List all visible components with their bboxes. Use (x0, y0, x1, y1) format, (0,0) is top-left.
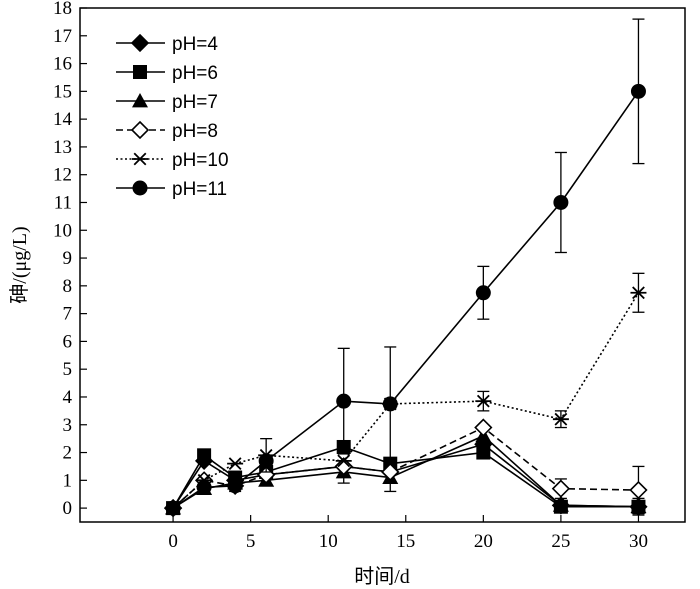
y-tick-label-12: 12 (53, 165, 72, 186)
legend-label-4: pH=10 (172, 150, 229, 171)
data-point-3-8 (629, 480, 648, 500)
legend-marker-5 (132, 180, 148, 196)
x-tick-label-20: 20 (474, 531, 493, 552)
y-tick-label-5: 5 (63, 359, 73, 380)
data-point-1-1 (197, 448, 212, 463)
legend-label-3: pH=8 (172, 121, 218, 142)
x-tick-label-15: 15 (396, 531, 415, 552)
data-point-3-6 (474, 418, 493, 437)
data-point-5-0 (165, 500, 181, 516)
data-point-4-7 (552, 412, 569, 426)
y-tick-label-11: 11 (54, 192, 72, 213)
data-point-2-7 (552, 497, 569, 512)
y-tick-label-14: 14 (53, 109, 73, 130)
data-point-4-6 (475, 394, 492, 408)
series-1 (166, 439, 646, 516)
y-tick-label-1: 1 (63, 470, 73, 491)
legend-label-0: pH=4 (172, 34, 218, 55)
data-point-5-1 (196, 479, 212, 495)
x-tick-label-30: 30 (629, 531, 648, 552)
y-tick-label-16: 16 (53, 54, 72, 75)
data-point-4-4 (335, 454, 352, 468)
y-tick-label-3: 3 (63, 415, 73, 436)
data-point-5-8 (630, 83, 646, 99)
legend-marker-0 (130, 33, 150, 53)
x-axis-label: 时间/d (354, 565, 410, 588)
data-point-3-5 (381, 462, 400, 482)
y-tick-label-9: 9 (63, 248, 73, 269)
data-point-5-2 (227, 478, 243, 494)
legend-marker-1 (133, 65, 147, 79)
legend-label-1: pH=6 (172, 63, 218, 84)
data-point-4-8 (630, 286, 647, 300)
data-point-5-4 (336, 393, 352, 409)
data-point-3-4 (334, 457, 353, 476)
series-line-3 (172, 426, 639, 509)
data-point-3-7 (551, 479, 571, 498)
x-tick-label-25: 25 (551, 531, 570, 552)
y-tick-label-13: 13 (53, 137, 72, 158)
x-tick-label-5: 5 (246, 531, 256, 552)
y-tick-label-4: 4 (63, 387, 73, 408)
legend: pH=4 pH=6 pH=7 pH=8 pH=10 pH=11 (116, 33, 229, 200)
y-tick-label-8: 8 (63, 276, 73, 297)
y-tick-label-18: 18 (53, 0, 72, 19)
series-line-4 (172, 292, 640, 509)
x-tick-label-0: 0 (168, 531, 178, 552)
series-line-1 (172, 446, 639, 509)
series-line-5 (172, 90, 640, 509)
data-point-4-2 (227, 457, 244, 471)
legend-marker-4 (132, 152, 148, 166)
y-tick-label-2: 2 (63, 443, 73, 464)
y-tick-label-7: 7 (63, 304, 73, 325)
data-point-1-6 (476, 445, 491, 460)
data-point-5-5 (382, 396, 398, 412)
plot-frame (79, 7, 686, 523)
data-point-5-3 (258, 453, 274, 469)
y-axis-label: 砷/(μg/L) (8, 226, 31, 303)
y-tick-label-15: 15 (53, 81, 72, 102)
y-tick-label-6: 6 (63, 331, 73, 352)
y-tick-label-17: 17 (53, 26, 72, 47)
legend-marker-3 (130, 120, 150, 140)
y-tick-label-10: 10 (53, 220, 72, 241)
legend-marker-2 (132, 93, 148, 108)
x-tick-label-10: 10 (319, 531, 338, 552)
series-5 (165, 18, 646, 516)
legend-label-2: pH=7 (172, 92, 218, 113)
y-tick-label-0: 0 (63, 498, 73, 519)
data-point-5-7 (553, 194, 569, 210)
legend-label-5: pH=11 (172, 179, 227, 200)
series-layer (163, 18, 648, 518)
series-line-2 (172, 434, 639, 509)
data-point-5-6 (475, 285, 491, 301)
